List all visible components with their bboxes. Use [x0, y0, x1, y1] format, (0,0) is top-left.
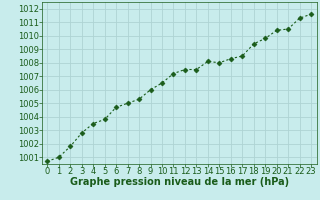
X-axis label: Graphe pression niveau de la mer (hPa): Graphe pression niveau de la mer (hPa) — [70, 177, 289, 187]
